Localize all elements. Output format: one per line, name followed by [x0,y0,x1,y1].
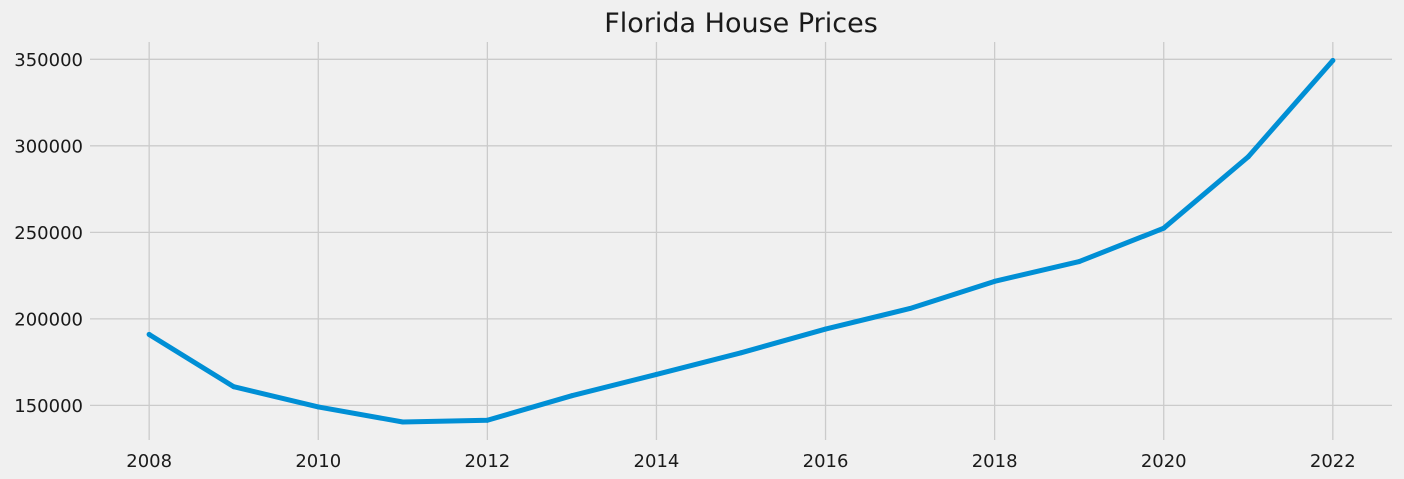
data-point [653,371,659,377]
data-point [1076,259,1082,265]
data-point [484,417,490,423]
data-point [315,404,321,410]
x-gridlines [148,42,1334,440]
data-point [1161,225,1167,231]
data-point [231,384,237,390]
x-tick-label: 2012 [464,451,510,472]
y-gridlines [90,58,1392,407]
x-tick-label: 2022 [1310,451,1356,472]
y-tick-labels: 150000 200000 250000 300000 350000 [14,50,83,417]
x-tick-label: 2016 [803,451,849,472]
data-point [907,305,913,311]
x-tick-labels: 2008 2010 2012 2014 2016 2018 2020 2022 [126,451,1355,472]
data-point [1330,58,1336,64]
x-tick-label: 2010 [295,451,341,472]
data-point [569,393,575,399]
y-tick-label: 150000 [14,396,83,417]
data-point [1245,154,1251,160]
x-tick-label: 2018 [972,451,1018,472]
data-point [823,326,829,332]
data-point [146,331,152,337]
x-tick-label: 2008 [126,451,172,472]
series-layer [146,58,1336,425]
data-point [738,350,744,356]
y-tick-label: 250000 [14,223,83,244]
y-tick-label: 350000 [14,50,83,71]
x-tick-label: 2020 [1141,451,1187,472]
data-point [992,278,998,284]
chart-title: Florida House Prices [604,8,878,39]
y-tick-label: 200000 [14,309,83,330]
data-point [400,419,406,425]
y-tick-label: 300000 [14,136,83,157]
x-tick-label: 2014 [634,451,680,472]
